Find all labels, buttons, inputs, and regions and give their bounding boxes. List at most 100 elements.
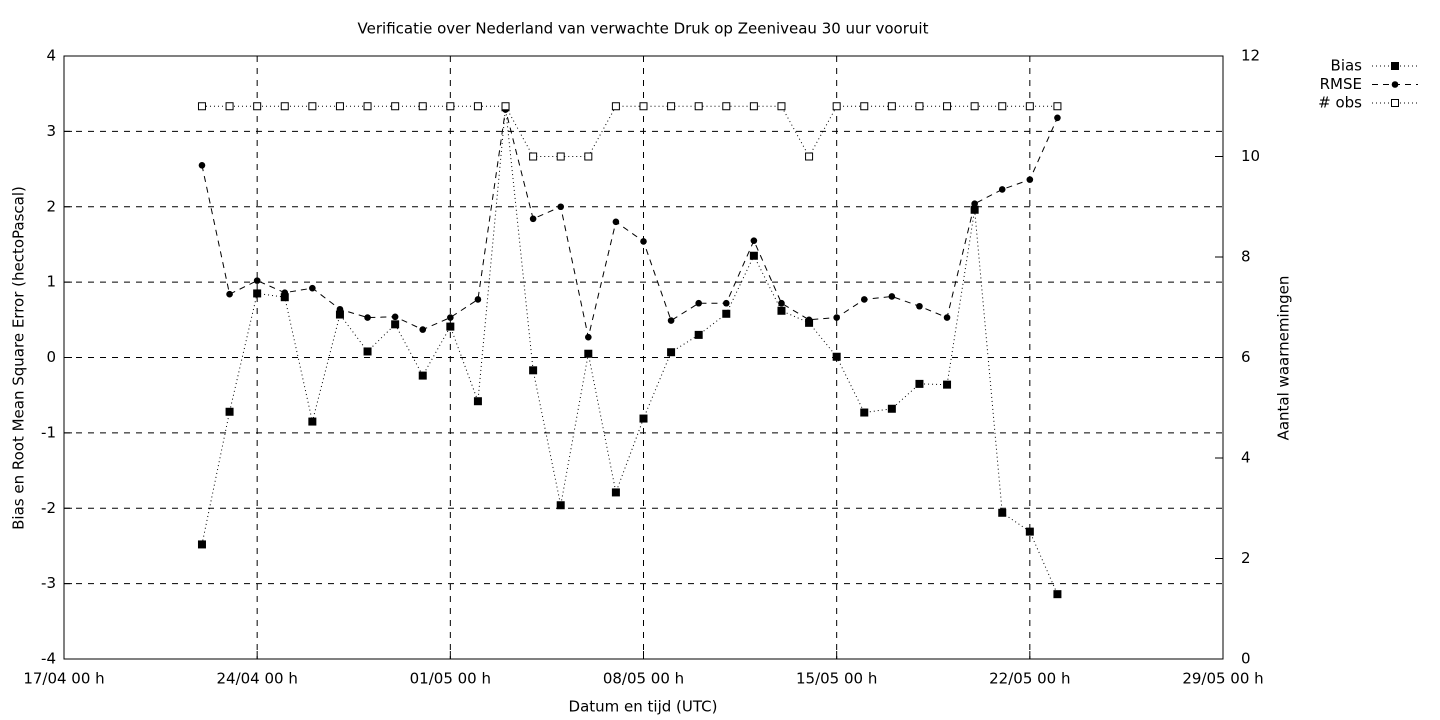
legend-label: RMSE — [1320, 75, 1362, 93]
data-point — [225, 407, 234, 416]
y2-tick-label: 10 — [1241, 147, 1260, 165]
data-point — [971, 200, 978, 208]
legend-marker — [1391, 81, 1399, 88]
y-tick-label: -3 — [41, 574, 56, 592]
data-point — [887, 404, 896, 413]
data-point — [667, 348, 676, 357]
data-point — [473, 397, 482, 406]
y2-tick-label: 8 — [1241, 248, 1251, 266]
legend-marker — [1391, 62, 1399, 70]
data-point — [888, 293, 896, 300]
x-tick-label: 01/05 00 h — [410, 670, 491, 688]
data-point — [611, 102, 620, 111]
data-point — [308, 417, 317, 426]
y2-tick-label: 6 — [1241, 348, 1251, 366]
legend-label: # obs — [1318, 94, 1362, 112]
y-tick-label: -1 — [41, 423, 56, 441]
data-point — [253, 102, 262, 111]
data-point — [391, 102, 400, 111]
y-tick-label: 4 — [46, 47, 56, 65]
data-point — [694, 330, 703, 339]
data-point — [253, 289, 262, 298]
data-point — [833, 314, 840, 321]
y2-tick-label: 2 — [1241, 549, 1251, 567]
y-tick-label: 1 — [46, 273, 56, 291]
data-point — [585, 333, 592, 341]
data-point — [418, 371, 427, 380]
data-point — [363, 102, 372, 111]
data-point — [363, 347, 372, 356]
y-axis-label: Bias en Root Mean Square Error (hectoPas… — [10, 186, 28, 530]
data-point — [694, 102, 703, 111]
data-point — [336, 305, 344, 313]
data-point — [447, 314, 454, 321]
x-axis-label: Datum en tijd (UTC) — [569, 698, 718, 716]
data-point — [722, 102, 731, 111]
data-point — [943, 314, 951, 321]
y-tick-label: -4 — [41, 650, 56, 668]
data-point — [777, 306, 786, 315]
data-point — [832, 352, 841, 361]
data-point — [611, 488, 620, 497]
data-point — [640, 238, 647, 245]
chart-title: Verificatie over Nederland van verwachte… — [358, 20, 929, 38]
data-point — [805, 152, 814, 161]
data-point — [916, 302, 923, 310]
data-point — [998, 508, 1007, 517]
data-point — [446, 322, 455, 331]
data-point — [805, 316, 813, 324]
data-point — [639, 414, 648, 423]
data-point — [970, 102, 979, 111]
data-point — [860, 102, 869, 111]
data-point — [474, 296, 482, 303]
data-point — [832, 102, 841, 111]
data-point — [419, 326, 427, 333]
data-point — [915, 379, 924, 388]
data-point — [557, 203, 565, 211]
data-point — [281, 289, 289, 296]
data-point — [722, 309, 731, 318]
data-point — [778, 299, 785, 307]
data-point — [612, 218, 620, 226]
data-point — [391, 320, 400, 329]
data-point — [667, 317, 675, 324]
legend-label: Bias — [1331, 57, 1363, 75]
data-point — [749, 102, 758, 111]
data-point — [639, 102, 648, 111]
data-point — [722, 299, 730, 307]
data-point — [391, 313, 399, 321]
data-point — [584, 349, 593, 358]
data-point — [556, 152, 565, 161]
data-point — [309, 284, 316, 292]
y-tick-label: -2 — [41, 499, 56, 517]
data-point — [695, 299, 702, 307]
series-line — [201, 107, 1058, 595]
data-point — [253, 277, 261, 284]
data-point — [749, 251, 758, 260]
x-tick-label: 29/05 00 h — [1182, 670, 1263, 688]
x-tick-label: 15/05 00 h — [796, 670, 877, 688]
data-point — [364, 314, 371, 321]
data-point — [943, 380, 952, 389]
data-point — [197, 102, 206, 111]
data-point — [280, 102, 289, 111]
data-point — [584, 152, 593, 161]
y-tick-label: 2 — [46, 197, 56, 215]
data-point — [226, 290, 233, 298]
data-point — [335, 102, 344, 111]
data-point — [943, 102, 952, 111]
y2-tick-label: 4 — [1241, 449, 1251, 467]
data-point — [860, 408, 869, 417]
data-point — [1054, 114, 1061, 122]
data-point — [1025, 102, 1034, 111]
data-point — [197, 540, 206, 549]
data-point — [887, 102, 896, 111]
data-point — [998, 186, 1006, 193]
data-point — [667, 102, 676, 111]
x-tick-label: 22/05 00 h — [989, 670, 1070, 688]
data-point — [473, 102, 482, 111]
series-line — [201, 109, 1058, 338]
data-point — [198, 161, 206, 169]
data-point — [1025, 527, 1034, 536]
